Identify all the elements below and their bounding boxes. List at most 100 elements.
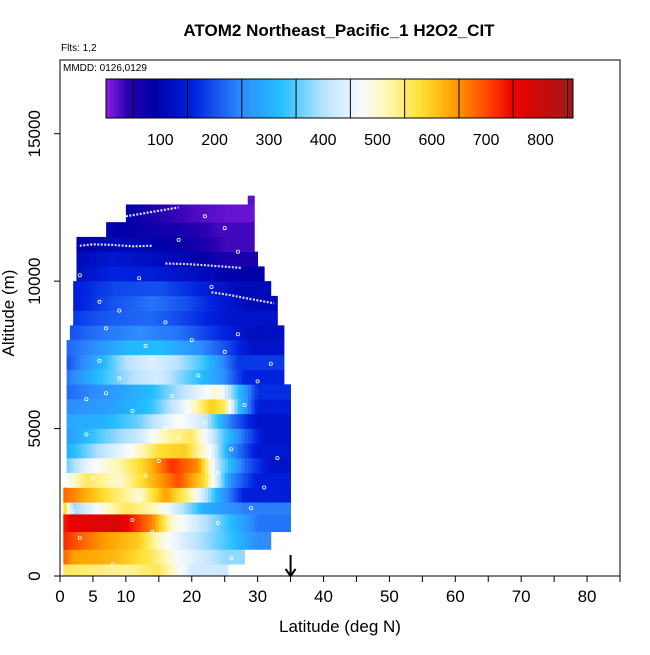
curtain-cell bbox=[142, 369, 147, 385]
curtain-cell bbox=[145, 295, 150, 311]
curtain-cell bbox=[142, 443, 147, 459]
curtain-cell bbox=[99, 266, 104, 282]
curtain-cell bbox=[231, 266, 235, 282]
curtain-cell bbox=[116, 281, 120, 297]
curtain-cell bbox=[86, 266, 91, 282]
curtain-cell bbox=[99, 295, 104, 311]
curtain-cell bbox=[109, 443, 114, 459]
curtain-cell bbox=[228, 325, 232, 341]
curtain-cell bbox=[264, 325, 268, 341]
curtain-cell bbox=[83, 428, 87, 444]
curtain-cell bbox=[162, 413, 166, 429]
curtain-cell bbox=[175, 222, 179, 238]
curtain-cell bbox=[96, 531, 100, 550]
curtain-cell bbox=[195, 369, 199, 385]
curtain-cell bbox=[264, 384, 268, 400]
curtain-cell bbox=[195, 413, 199, 429]
colorbar-segment bbox=[133, 79, 138, 118]
colorbar-segment bbox=[121, 79, 126, 118]
curtain-cell bbox=[234, 458, 239, 474]
curtain-cell bbox=[201, 428, 206, 444]
curtain-cell bbox=[175, 458, 179, 474]
curtain-cell bbox=[168, 413, 173, 429]
curtain-cell bbox=[211, 458, 216, 474]
curtain-cell bbox=[148, 487, 153, 503]
curtain-cell bbox=[145, 281, 150, 297]
curtain-cell bbox=[274, 310, 278, 326]
curtain-cell bbox=[129, 251, 133, 267]
curtain-cell bbox=[270, 502, 275, 515]
curtain-cell bbox=[86, 443, 91, 459]
curtain-cell bbox=[218, 458, 222, 474]
curtain-cell bbox=[135, 487, 140, 503]
curtain-cell bbox=[122, 340, 127, 356]
curtain-cell bbox=[106, 369, 110, 385]
curtain-cell bbox=[251, 514, 255, 533]
curtain-cell bbox=[135, 428, 140, 444]
curtain-cell bbox=[201, 251, 206, 267]
curtain-cell bbox=[204, 428, 209, 444]
curtain-cell bbox=[274, 428, 278, 444]
curtain-cell bbox=[148, 266, 153, 282]
curtain-cell bbox=[145, 549, 150, 565]
curtain-cell bbox=[221, 413, 226, 429]
curtain-cell bbox=[228, 487, 232, 503]
curtain-cell bbox=[158, 340, 163, 356]
curtain-cell bbox=[139, 295, 143, 311]
curtain-cell bbox=[247, 413, 252, 429]
curtain-cell bbox=[102, 502, 107, 515]
curtain-cell bbox=[168, 204, 173, 223]
curtain-cell bbox=[148, 549, 153, 565]
curtain-cell bbox=[218, 281, 222, 297]
curtain-cell bbox=[228, 369, 232, 385]
curtain-cell bbox=[73, 458, 77, 474]
curtain-cell bbox=[201, 222, 206, 238]
curtain-cell bbox=[109, 549, 114, 565]
curtain-cell bbox=[231, 340, 235, 356]
curtain-cell bbox=[125, 204, 130, 223]
curtain-cell bbox=[106, 531, 110, 550]
curtain-cell bbox=[125, 531, 130, 550]
curtain-cell bbox=[257, 384, 262, 400]
curtain-cell bbox=[83, 266, 87, 282]
curtain-cell bbox=[155, 399, 160, 415]
curtain-cell bbox=[214, 236, 219, 252]
curtain-cell bbox=[119, 487, 123, 503]
curtain-cell bbox=[201, 472, 206, 488]
colorbar-segment bbox=[327, 79, 333, 118]
curtain-cell bbox=[89, 384, 94, 400]
curtain-cell bbox=[241, 413, 245, 429]
colorbar-segment bbox=[464, 79, 469, 118]
curtain-cell bbox=[132, 458, 137, 474]
curtain-cell bbox=[231, 487, 235, 503]
curtain-cell bbox=[106, 514, 110, 533]
curtain-cell bbox=[287, 514, 291, 533]
curtain-cell bbox=[204, 340, 209, 356]
curtain-cell bbox=[152, 549, 156, 565]
curtain-cell bbox=[257, 281, 262, 297]
curtain-cell bbox=[280, 458, 285, 474]
colorbar-segment bbox=[129, 79, 134, 118]
curtain-cell bbox=[234, 502, 239, 515]
curtain-cell bbox=[214, 531, 219, 550]
colorbar-segment bbox=[347, 79, 352, 118]
curtain-cell bbox=[185, 369, 189, 385]
curtain-cell bbox=[280, 369, 285, 385]
curtain-cell bbox=[198, 428, 203, 444]
colorbar-segment bbox=[109, 79, 115, 118]
curtain-cell bbox=[254, 472, 259, 488]
curtain-cell bbox=[83, 514, 87, 533]
curtain-cell bbox=[221, 266, 226, 282]
curtain-cell bbox=[109, 281, 114, 297]
curtain-cell bbox=[76, 369, 81, 385]
curtain-cell bbox=[251, 204, 255, 223]
plot-area bbox=[63, 195, 297, 578]
x-tick-label: 80 bbox=[578, 587, 597, 606]
curtain-cell bbox=[264, 428, 268, 444]
curtain-cell bbox=[244, 325, 249, 341]
curtain-cell bbox=[178, 340, 183, 356]
curtain-cell bbox=[109, 514, 114, 533]
curtain-cell bbox=[89, 531, 94, 550]
colorbar-segment bbox=[320, 79, 325, 118]
curtain-cell bbox=[165, 354, 170, 370]
